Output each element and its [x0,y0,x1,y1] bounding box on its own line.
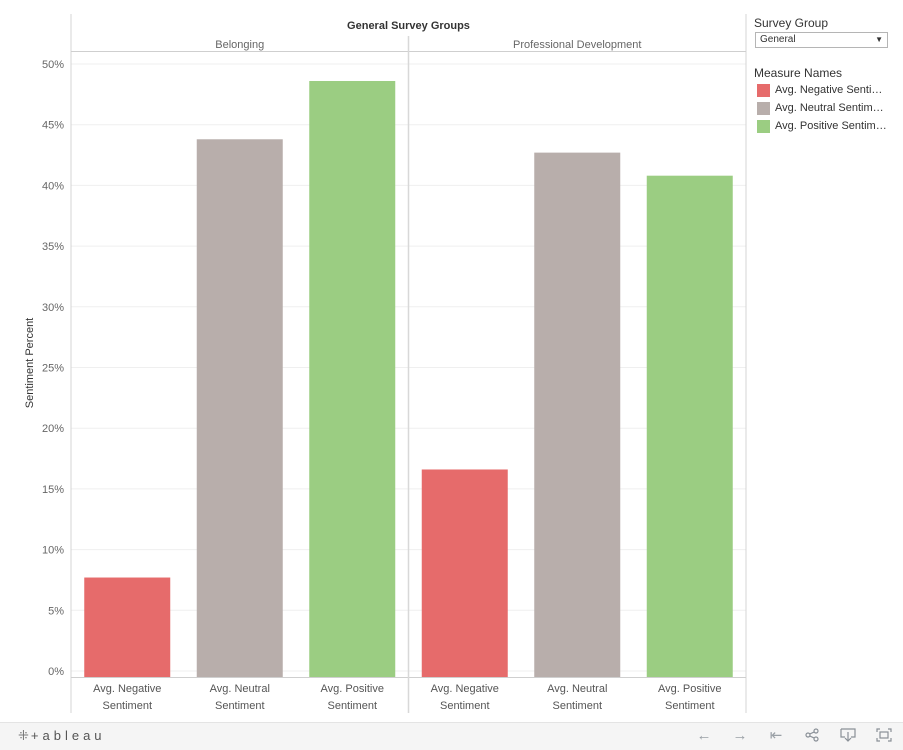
chart-area: 0% 5% 10% 15% 20% 25% 30% 35% 40% 45% 50% General S… [24,14,747,713]
footer-toolbar: ⁜ +ableau ← → ⇤ [0,722,903,750]
y-tick-label: 35% [42,241,64,253]
tableau-logo-icon: ⁜ [18,728,29,743]
x-tick-label: Avg. Neutral [210,683,270,695]
tableau-logo[interactable]: ⁜ +ableau [18,728,106,744]
panel-header-1: Professional Development [513,39,641,51]
revert-icon[interactable]: ⇤ [769,727,783,744]
legend-item-negative[interactable]: Avg. Negative Sentiment [757,84,897,98]
bar-belonging-1[interactable] [196,139,283,677]
chevron-down-icon[interactable]: ▼ [875,35,883,44]
y-tick-label: 40% [42,180,64,192]
y-tick-label: 5% [48,605,64,617]
legend-swatch [757,84,770,97]
undo-icon[interactable]: ← [696,727,712,744]
bar-professional-development-0[interactable] [421,469,508,677]
legend-label: Avg. Negative Sentiment [775,84,887,96]
x-tick-label: Avg. Negative [431,683,499,695]
y-tick-label: 15% [42,484,64,496]
bar-professional-development-2[interactable] [646,175,733,678]
x-tick-label: Avg. Positive [321,683,384,695]
y-tick-label: 20% [42,423,64,435]
y-tick-label: 50% [42,59,64,71]
legend-swatch [757,120,770,133]
x-tick-label: Avg. Negative [93,683,161,695]
y-axis-label: Sentiment Percent [24,318,36,409]
download-icon[interactable] [838,727,858,745]
legend-title: Measure Names [754,66,843,80]
x-tick-label: Sentiment [665,700,715,712]
y-tick-label: 30% [42,302,64,314]
fullscreen-icon[interactable] [874,727,894,745]
chart-title: General Survey Groups [347,20,470,32]
legend-label: Avg. Neutral Sentiment [775,102,887,114]
y-tick-label: 45% [42,120,64,132]
y-tick-label: 0% [48,666,64,678]
x-tick-label: Sentiment [215,700,265,712]
filter-title: Survey Group [754,16,829,30]
legend-item-neutral[interactable]: Avg. Neutral Sentiment [757,102,897,116]
bar-belonging-0[interactable] [84,577,171,677]
brand-text: +ableau [30,728,106,743]
survey-group-value: General [760,34,796,45]
bar-professional-development-1[interactable] [534,152,621,677]
legend-swatch [757,102,770,115]
x-tick-label: Sentiment [327,700,377,712]
legend-item-positive[interactable]: Avg. Positive Sentiment [757,120,897,134]
x-tick-label: Avg. Positive [658,683,721,695]
x-tick-label: Sentiment [552,700,602,712]
x-tick-label: Sentiment [102,700,152,712]
y-tick-label: 25% [42,363,64,375]
y-tick-label: 10% [42,545,64,557]
redo-icon[interactable]: → [732,727,748,744]
chart-svg: 0% 5% 10% 15% 20% 25% 30% 35% 40% 45% 50% General S… [24,14,747,713]
share-icon[interactable] [802,727,822,745]
x-tick-label: Sentiment [440,700,490,712]
bar-belonging-2[interactable] [309,80,396,678]
panel-header-0: Belonging [215,39,264,51]
survey-group-select[interactable]: General ▼ [755,32,888,48]
legend-label: Avg. Positive Sentiment [775,120,887,132]
x-tick-label: Avg. Neutral [547,683,607,695]
